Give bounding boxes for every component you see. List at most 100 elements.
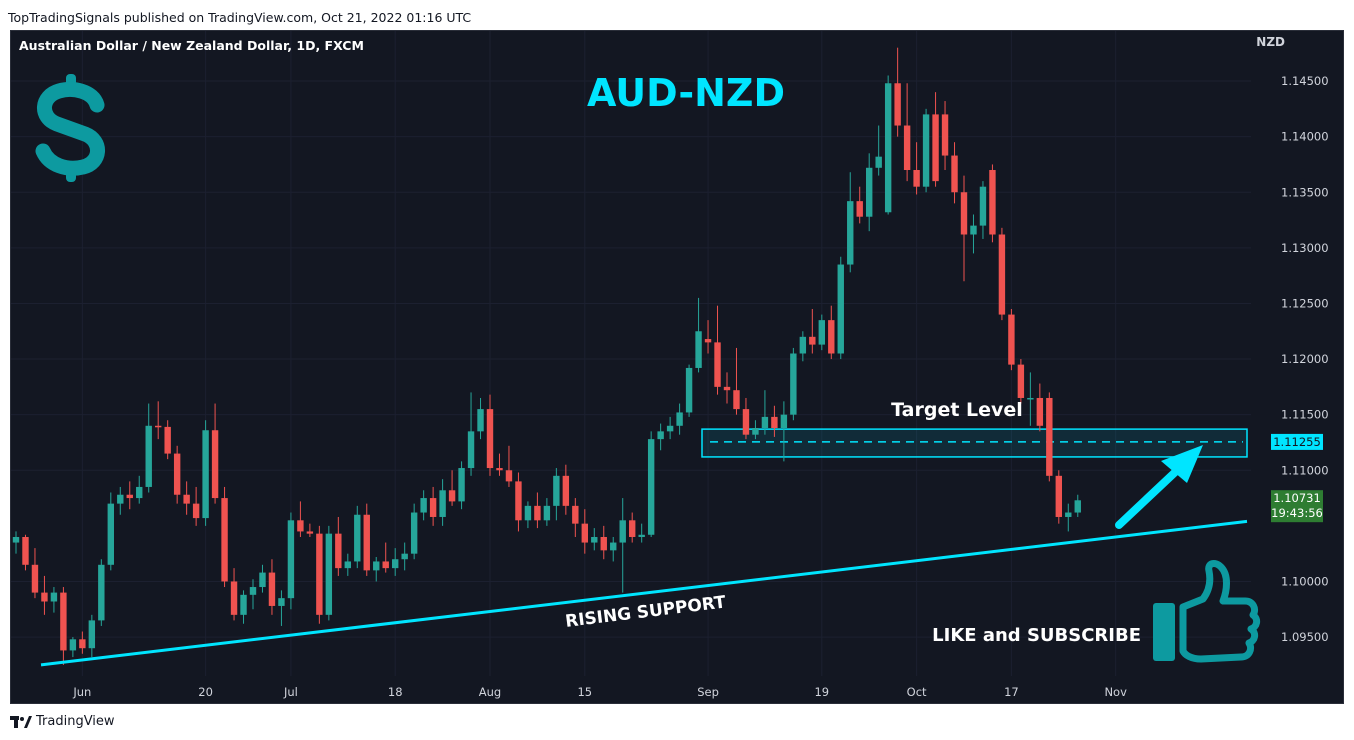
candle — [581, 509, 588, 554]
candle — [1065, 503, 1072, 532]
svg-text:19:43:56: 19:43:56 — [1271, 506, 1323, 520]
candle — [799, 331, 807, 362]
time-axis: Jun 20 Jul 18 Aug 15 Sep 19 Oct 17 Nov — [72, 685, 1127, 699]
candle-body — [1055, 475, 1062, 517]
candle — [392, 548, 399, 576]
candle-body — [297, 520, 304, 532]
candle-body — [704, 339, 712, 343]
candle-body — [31, 564, 39, 593]
svg-text:1.11255: 1.11255 — [1273, 435, 1321, 449]
candle — [117, 486, 124, 515]
candle — [685, 364, 693, 417]
candle-body — [439, 490, 446, 517]
candle — [316, 525, 323, 624]
candle — [382, 542, 389, 573]
time-tick-label: 18 — [388, 685, 403, 699]
symbol-label: Australian Dollar / New Zealand Dollar, … — [19, 38, 364, 53]
candle — [50, 587, 58, 613]
candle-body — [79, 639, 86, 649]
candle-body — [69, 639, 77, 651]
price-tick-label: 1.13500 — [1281, 185, 1329, 199]
candle-body — [666, 425, 674, 432]
candle — [534, 492, 541, 529]
candle — [79, 631, 86, 654]
candle-body — [259, 572, 266, 588]
up-arrow — [1115, 445, 1203, 529]
candle — [1046, 392, 1053, 482]
candle — [600, 525, 607, 560]
chart-frame[interactable]: 1.14500 1.14000 1.13500 1.13000 1.12500 1.120… — [10, 30, 1344, 704]
candle-body — [591, 536, 598, 543]
time-tick-label: Jul — [283, 685, 298, 699]
candle-body — [515, 481, 522, 521]
candle-body — [117, 494, 124, 504]
candle — [629, 512, 636, 543]
candles — [12, 47, 1081, 665]
candle — [496, 453, 503, 476]
candle — [647, 431, 655, 537]
candle — [249, 579, 257, 610]
candle — [477, 397, 484, 440]
candlestick-chart[interactable]: 1.14500 1.14000 1.13500 1.13000 1.12500 1.120… — [11, 31, 1344, 704]
candle-body — [1074, 500, 1081, 513]
footer: TradingView — [10, 714, 115, 729]
candle — [107, 492, 114, 571]
candle — [344, 553, 351, 576]
candle-body — [164, 426, 171, 454]
candle-body — [761, 416, 769, 429]
price-tick-label: 1.14500 — [1281, 74, 1329, 88]
candle-body — [685, 367, 693, 413]
candle-body — [287, 520, 295, 599]
candle-body — [847, 201, 854, 265]
candle-body — [837, 264, 844, 354]
candle — [847, 172, 854, 273]
candle — [1036, 383, 1044, 432]
candle — [505, 445, 513, 487]
candle-body — [676, 412, 683, 426]
candle — [894, 47, 901, 137]
candle-body — [505, 470, 513, 482]
candle-body — [1017, 364, 1025, 398]
candle — [1027, 372, 1034, 426]
candle-body — [771, 416, 778, 429]
candle-body — [828, 320, 835, 354]
time-tick-label: 20 — [198, 685, 213, 699]
candle-body — [41, 592, 48, 602]
candle — [742, 397, 750, 440]
candle — [268, 559, 276, 615]
candle-body — [12, 536, 20, 543]
dollar-sign-icon — [35, 74, 105, 182]
candle-body — [410, 512, 418, 554]
candle-body — [998, 234, 1006, 315]
candle-body — [202, 430, 209, 519]
candle — [714, 305, 721, 395]
currency-label: NZD — [1256, 35, 1285, 49]
candle — [553, 468, 560, 521]
candle — [704, 320, 712, 354]
candle-body — [780, 414, 788, 429]
candle-body — [335, 533, 342, 569]
candle — [164, 420, 171, 460]
candle — [856, 186, 863, 224]
candle-body — [363, 514, 370, 571]
candle — [771, 405, 778, 437]
candle-body — [714, 342, 721, 387]
candle-body — [107, 503, 114, 565]
candle-body — [136, 486, 143, 499]
candle — [884, 75, 892, 215]
candle-body — [467, 431, 475, 469]
candle — [818, 314, 825, 351]
candle — [221, 486, 228, 588]
candle-body — [486, 409, 494, 469]
candle — [657, 423, 664, 451]
candle-body — [818, 320, 825, 345]
candle-body — [240, 594, 247, 615]
candle — [287, 512, 295, 610]
candle — [1008, 309, 1015, 371]
candle — [401, 542, 408, 571]
candle-body — [742, 409, 750, 435]
price-tick-label: 1.11000 — [1281, 463, 1329, 477]
candle-body — [155, 425, 162, 428]
candle-body — [1036, 397, 1044, 426]
candle — [202, 420, 209, 526]
